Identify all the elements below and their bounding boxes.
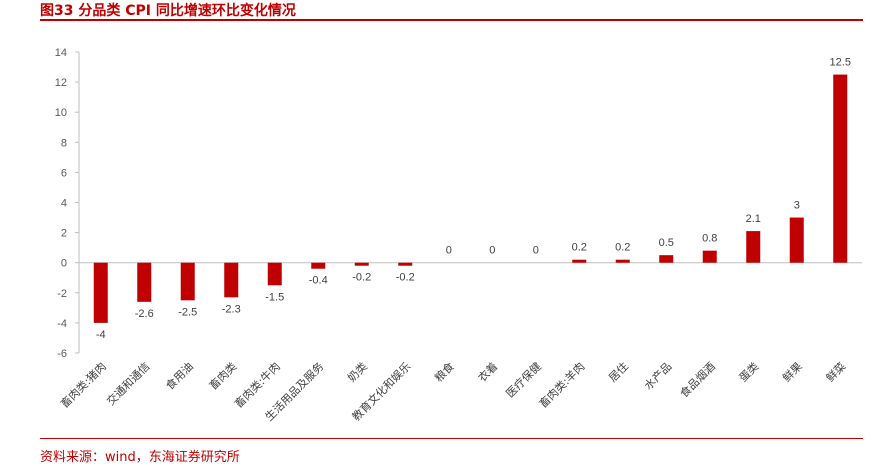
data-label: -2.5 bbox=[178, 306, 197, 318]
data-label: -0.2 bbox=[352, 272, 371, 284]
y-tick-label: 4 bbox=[61, 198, 67, 210]
data-label: 0.8 bbox=[702, 233, 717, 245]
data-label: -2.6 bbox=[135, 308, 154, 320]
bar bbox=[833, 74, 848, 263]
bar bbox=[659, 255, 674, 263]
category-label: 蛋类 bbox=[736, 359, 761, 384]
bar bbox=[789, 217, 804, 263]
data-label: 0 bbox=[446, 245, 452, 257]
y-tick-label: 10 bbox=[55, 107, 67, 119]
data-label: -4 bbox=[96, 329, 106, 341]
y-tick-label: -2 bbox=[57, 288, 67, 300]
bar bbox=[180, 262, 195, 301]
bar bbox=[311, 262, 326, 269]
bar bbox=[746, 231, 761, 263]
data-label: 12.5 bbox=[830, 57, 851, 69]
y-tick-label: 8 bbox=[61, 137, 67, 149]
category-label: 鲜果 bbox=[779, 359, 804, 384]
category-label: 水产品 bbox=[641, 359, 674, 392]
category-label: 鲜菜 bbox=[823, 359, 848, 384]
bar bbox=[93, 262, 108, 323]
y-tick-label: 0 bbox=[61, 258, 67, 270]
bar bbox=[354, 262, 369, 266]
data-label: 0 bbox=[533, 245, 539, 257]
y-tick-label: 14 bbox=[55, 47, 67, 59]
bar bbox=[398, 262, 413, 266]
y-tick-label: -4 bbox=[57, 318, 67, 330]
data-label: 0 bbox=[489, 245, 495, 257]
y-tick-label: -6 bbox=[57, 348, 67, 360]
bar bbox=[224, 262, 239, 298]
data-label: 0.5 bbox=[659, 237, 674, 249]
data-label: 2.1 bbox=[746, 213, 761, 225]
category-label: 居住 bbox=[605, 359, 630, 384]
category-label: 畜肉类 bbox=[206, 359, 239, 392]
source-note: 资料来源：wind，东海证券研究所 bbox=[40, 450, 240, 465]
data-label: -1.5 bbox=[265, 291, 284, 303]
data-label: -0.2 bbox=[396, 272, 415, 284]
data-label: 0.2 bbox=[572, 242, 587, 254]
figure-title: 图33 分品类 CPI 同比增速环比变化情况 bbox=[40, 3, 296, 19]
category-label: 交通和通信 bbox=[104, 359, 153, 408]
category-label: 畜肉类:羊肉 bbox=[536, 359, 587, 410]
footer-rule bbox=[40, 438, 863, 439]
y-tick-label: 2 bbox=[61, 228, 67, 240]
category-label: 奶类 bbox=[344, 359, 369, 384]
category-label: 食品烟酒 bbox=[677, 359, 718, 400]
data-label: 0.2 bbox=[615, 242, 630, 254]
category-label: 医疗保健 bbox=[503, 359, 544, 400]
category-label: 粮食 bbox=[431, 359, 456, 384]
bar bbox=[267, 262, 282, 286]
category-label: 畜肉类:猪肉 bbox=[57, 359, 108, 410]
bar bbox=[137, 262, 152, 302]
y-tick-label: 12 bbox=[55, 77, 67, 89]
y-tick-label: 6 bbox=[61, 167, 67, 179]
data-label: 3 bbox=[794, 200, 800, 212]
title-rule bbox=[40, 19, 863, 21]
category-label: 食用油 bbox=[163, 359, 196, 392]
bar bbox=[572, 259, 587, 263]
bar bbox=[615, 259, 630, 263]
bar bbox=[702, 250, 717, 263]
data-label: -0.4 bbox=[309, 275, 328, 287]
category-label: 衣着 bbox=[475, 359, 500, 384]
bar-chart: -6 -4 -2 0 2 4 6 8 10 12 14 -4 畜肉类:猪肉 -2.6 交通和通信 -2.5 食用… bbox=[55, 47, 862, 424]
data-label: -2.3 bbox=[222, 303, 241, 315]
